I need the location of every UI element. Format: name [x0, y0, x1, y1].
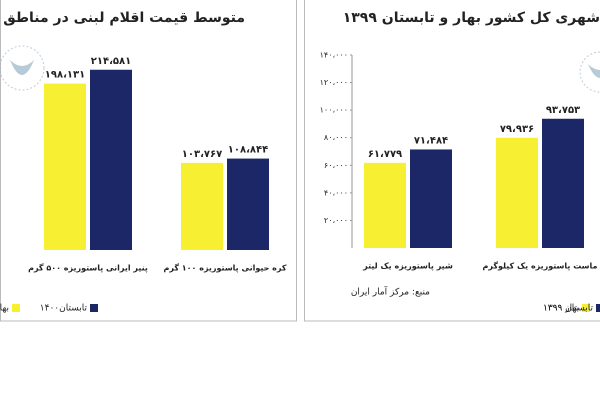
y-tick-label: ۱۲۰،۰۰۰ — [320, 78, 348, 87]
value-label: ۷۹،۹۳۶ — [500, 124, 534, 135]
legend-swatch — [90, 304, 98, 312]
x-tick-label: پنیر ایرانی پاستوریزه ۵۰۰ گرم — [28, 263, 148, 273]
bar — [44, 83, 86, 250]
y-tick-label: ۱۰۰،۰۰۰ — [320, 106, 348, 115]
bar — [90, 69, 132, 251]
bar — [542, 118, 584, 248]
y-tick-label: ۱۴۰،۰۰۰ — [320, 51, 348, 60]
panel-frame — [0, 0, 297, 322]
legend-label: تابستان۱۴۰۰ — [40, 304, 88, 314]
legend-swatch — [582, 304, 590, 312]
value-label: ۱۰۸،۸۴۴ — [228, 145, 268, 156]
y-tick-label: ۴۰،۰۰۰ — [324, 188, 348, 197]
legend-swatch — [596, 304, 600, 312]
logo — [0, 45, 45, 91]
legend-swatch — [12, 304, 20, 312]
value-label: ۶۱،۷۷۹ — [368, 149, 402, 160]
chart-panel: متوسط قیمت اقلام لبنی در مناطق شهر ۱۹۸،۱۳… — [0, 10, 287, 314]
bar — [410, 149, 452, 248]
legend-label: بهار ۱۴۰۰ — [0, 304, 9, 314]
legend-label: تابستان ۱۳۹۹ — [543, 304, 594, 314]
value-label: ۱۰۳،۷۶۷ — [182, 149, 222, 160]
chart-panel: شهری کل کشور بهار و تابستان ۱۳۹۹ ۲۰،۰۰۰ ۴۰… — [320, 10, 600, 314]
y-tick-label: ۲۰،۰۰۰ — [324, 216, 348, 225]
chart-title: متوسط قیمت اقلام لبنی در مناطق شهر — [0, 10, 245, 26]
value-label: ۲۱۴،۵۸۱ — [91, 56, 131, 67]
x-tick-label: ماست پاستوریزه یک کیلوگرم — [483, 261, 598, 271]
panel-frame — [304, 0, 600, 322]
bar — [364, 162, 406, 248]
chart-title: شهری کل کشور بهار و تابستان ۱۳۹۹ — [343, 10, 600, 26]
legend-label: بهار ۱۳۹۹ — [543, 304, 579, 314]
value-label: ۹۳،۷۵۳ — [546, 105, 580, 116]
y-tick-label: ۸۰،۰۰۰ — [324, 133, 348, 142]
x-tick-label: شیر پاستوریزه یک لیتر — [362, 262, 453, 271]
source-note: منبع: مرکز آمار ایران — [351, 286, 430, 298]
x-tick-label: کره حیوانی پاستوریزه ۱۰۰ گرم — [164, 263, 287, 273]
bar — [496, 137, 538, 248]
bar — [227, 158, 269, 250]
y-tick-label: ۶۰،۰۰۰ — [324, 161, 348, 170]
value-label: ۱۹۸،۱۳۱ — [45, 70, 85, 81]
bar — [181, 162, 223, 250]
logo — [579, 51, 600, 93]
value-label: ۷۱،۴۸۴ — [414, 135, 448, 146]
